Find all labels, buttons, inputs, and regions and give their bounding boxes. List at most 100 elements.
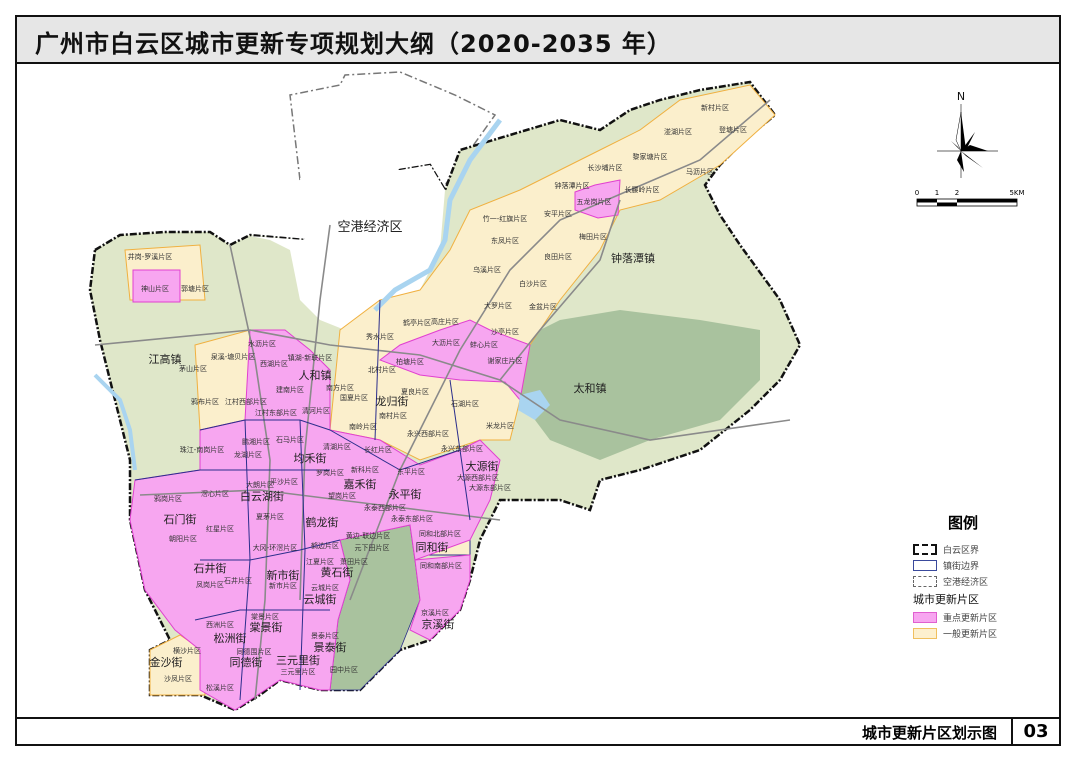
zone-label: 永兴东部片区 [441, 444, 483, 453]
town-label: 嘉禾街 [344, 477, 377, 491]
town-label: 黄石街 [321, 565, 354, 579]
legend-item-street-boundary: 镇街边界 [913, 557, 1063, 573]
zone-label: 鹤亭片区 [403, 318, 431, 327]
town-label: 钟落潭镇 [611, 251, 655, 265]
taihe-forest [520, 310, 760, 460]
scale-tick: 1 [935, 189, 939, 197]
legend-label: 重点更新片区 [943, 613, 998, 624]
zone-label: 湴湖片区 [664, 127, 692, 136]
town-label: 石井街 [194, 561, 227, 575]
solid-border-swatch [913, 559, 937, 571]
legend-label: 镇街边界 [943, 561, 980, 572]
zone-label: 西洲片区 [206, 620, 234, 629]
zone-label: 萧田片区 [340, 557, 368, 566]
town-label: 龙归街 [376, 394, 409, 408]
zone-label: 永泰西部片区 [364, 503, 406, 512]
zone-label: 龙湖片区 [234, 450, 262, 459]
town-label: 京溪街 [422, 617, 455, 631]
zone-label: 登塘片区 [719, 125, 747, 134]
town-label: 空港经济区 [337, 220, 402, 235]
zone-label: 江夏片区 [306, 557, 334, 566]
zone-label: 黎家塘片区 [633, 152, 668, 161]
zone-label: 新村片区 [701, 103, 729, 112]
legend-label: 白云区界 [943, 545, 980, 556]
zone-label: 园中片区 [330, 665, 358, 674]
zone-label: 北村片区 [368, 365, 396, 374]
zone-label: 金盆片区 [529, 302, 557, 311]
zone-label: 沙亭片区 [491, 327, 519, 336]
town-label: 金沙街 [150, 655, 183, 669]
street-boundaries [134, 299, 471, 701]
zone-label: 永泰东部片区 [391, 514, 433, 523]
zone-label: 红星片区 [206, 524, 234, 533]
zone-label: 白沙片区 [519, 279, 547, 288]
zone-label: 鸦岗片区 [154, 494, 182, 503]
zone-label: 清湖片区 [323, 442, 351, 451]
zone-label: 安平片区 [544, 209, 572, 218]
dash-border-swatch [913, 543, 937, 555]
zone-label: 米龙片区 [486, 421, 514, 430]
north-arrow: N [937, 90, 998, 178]
zone-label: 新科片区 [351, 465, 379, 474]
zone-label: 望岗片区 [328, 491, 356, 500]
zone-label: 石井片区 [224, 576, 252, 585]
town-label: 云城街 [304, 592, 337, 606]
zone-label: 长腰岭片区 [625, 185, 660, 194]
yellow-swatch [913, 627, 937, 639]
zone-label: 高庄片区 [431, 317, 459, 326]
zone-label: 马沥片区 [686, 167, 714, 176]
zone-label: 梅田片区 [579, 232, 607, 241]
legend-item-district-boundary: 白云区界 [913, 541, 1063, 557]
zone-label: 石马片区 [276, 435, 304, 444]
zone-label: 五龙岗片区 [577, 197, 612, 206]
zone-label: 鸦布片区 [191, 397, 219, 406]
zone-label: 同和南部片区 [420, 561, 462, 570]
zone-label: 大朗片区 [246, 480, 274, 489]
zone-label: 夏良片区 [401, 387, 429, 396]
zone-label: 石湖片区 [451, 399, 479, 408]
zone-label: 谢家庄片区 [488, 356, 523, 365]
zone-label: 罗岗片区 [316, 468, 344, 477]
zone-label: 江村东部片区 [255, 408, 297, 417]
zone-label: 景泰片区 [311, 631, 339, 640]
legend-title: 图例 [947, 514, 978, 532]
zone-label: 南村片区 [379, 411, 407, 420]
zone-label: 大罗片区 [484, 301, 512, 310]
town-labels: 空港经济区 江高镇 钟落潭镇 太和镇 人和镇 龙归街 均禾街 嘉禾街 白云湖街 … [149, 220, 656, 669]
zone-label: 江村西部片区 [225, 397, 267, 406]
zone-label: 云城片区 [311, 583, 339, 592]
key-zone-tonghe-south [409, 554, 471, 641]
legend: 图例 白云区界 镇街边界 空港经济区 城市更新片区 重点更新片区 一般更新片区 [913, 512, 1063, 641]
zone-label: 长沙埔片区 [588, 163, 623, 172]
map-caption: 城市更新片区划示图 [861, 724, 997, 742]
legend-subtitle: 城市更新片区 [913, 593, 979, 606]
page-title: 广州市白云区城市更新专项规划大纲（2020-2035 年） [35, 30, 672, 58]
pink-swatch [913, 611, 937, 623]
town-label: 棠景街 [250, 620, 283, 634]
town-label: 江高镇 [149, 352, 182, 366]
zone-label: 朝阳片区 [169, 534, 197, 543]
zone-label: 柏塘片区 [396, 357, 424, 366]
scale-tick: 5KM [1009, 189, 1024, 197]
town-label: 同和街 [416, 540, 449, 554]
zone-label: 三元里片区 [281, 667, 316, 676]
legend-item-general-zone: 一般更新片区 [913, 625, 1063, 641]
river-west [93, 373, 137, 471]
legend-item-key-zone: 重点更新片区 [913, 609, 1063, 625]
zone-label: 乌溪片区 [473, 265, 501, 274]
zone-label: 松溪片区 [206, 683, 234, 692]
north-label: N [957, 90, 965, 103]
zone-label: 井岗-罗溪片区 [128, 252, 173, 261]
zone-label: 大冈-环滘片区 [253, 543, 298, 552]
zone-label: 东凤片区 [491, 236, 519, 245]
map-frame: 广州市白云区城市更新专项规划大纲（2020-2035 年） 城市更新片区划示图 … [15, 15, 1061, 746]
town-label: 同德街 [230, 655, 263, 669]
town-label: 三元里街 [276, 653, 320, 667]
footer: 城市更新片区划示图 03 [17, 717, 1059, 744]
zone-label: 大沥片区 [432, 338, 460, 347]
zone-label: 夏茅片区 [256, 512, 284, 521]
zone-label: 大源西部片区 [457, 473, 499, 482]
zone-label: 大源东部片区 [469, 483, 511, 492]
zone-label: 新市片区 [269, 581, 297, 590]
